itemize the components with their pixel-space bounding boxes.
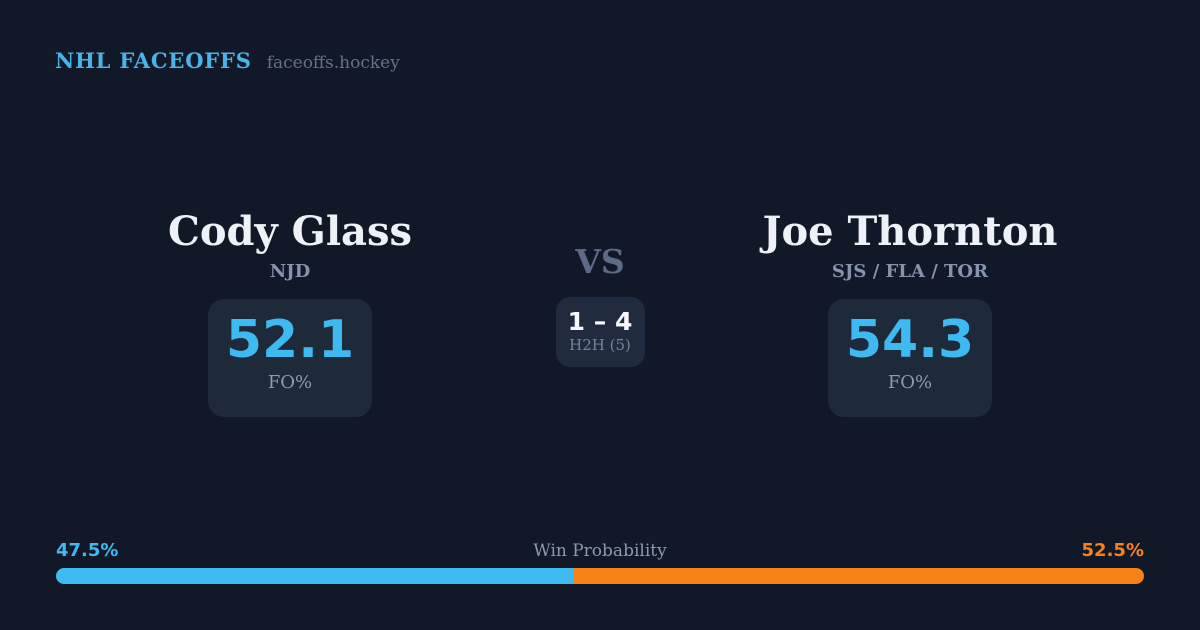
brand-title: NHL FACEOFFS [55, 48, 252, 73]
win-probability-left-pct: 47.5% [56, 540, 119, 561]
player-teams-left: NJD [269, 261, 311, 282]
h2h-box: 1 – 4 H2H (5) [555, 297, 645, 367]
player-name-right: Joe Thornton [762, 208, 1058, 255]
player-name-left: Cody Glass [168, 208, 412, 255]
player-card-left: Cody Glass NJD 52.1 FO% [110, 208, 470, 417]
stat-box-right: 54.3 FO% [828, 299, 992, 417]
win-probability-title: Win Probability [533, 541, 667, 561]
h2h-label: H2H (5) [569, 336, 631, 354]
matchup-center: VS 1 – 4 H2H (5) [480, 208, 720, 367]
stat-label-left: FO% [267, 372, 313, 393]
win-probability-bar [56, 568, 1144, 584]
header: NHL FACEOFFS faceoffs.hockey [55, 48, 400, 73]
stat-box-left: 52.1 FO% [208, 299, 372, 417]
h2h-score: 1 – 4 [567, 307, 633, 336]
stat-value-right: 54.3 [845, 310, 975, 370]
win-bar-right-segment [572, 568, 1144, 584]
win-bar-left-segment [56, 568, 573, 584]
brand-domain: faceoffs.hockey [266, 53, 400, 73]
stat-label-right: FO% [887, 372, 933, 393]
win-probability-right-pct: 52.5% [1081, 540, 1144, 561]
vs-label: VS [575, 242, 625, 281]
player-card-right: Joe Thornton SJS / FLA / TOR 54.3 FO% [730, 208, 1090, 417]
win-probability-labels: 47.5% Win Probability 52.5% [56, 540, 1144, 562]
stat-value-left: 52.1 [225, 310, 355, 370]
player-teams-right: SJS / FLA / TOR [831, 261, 989, 282]
